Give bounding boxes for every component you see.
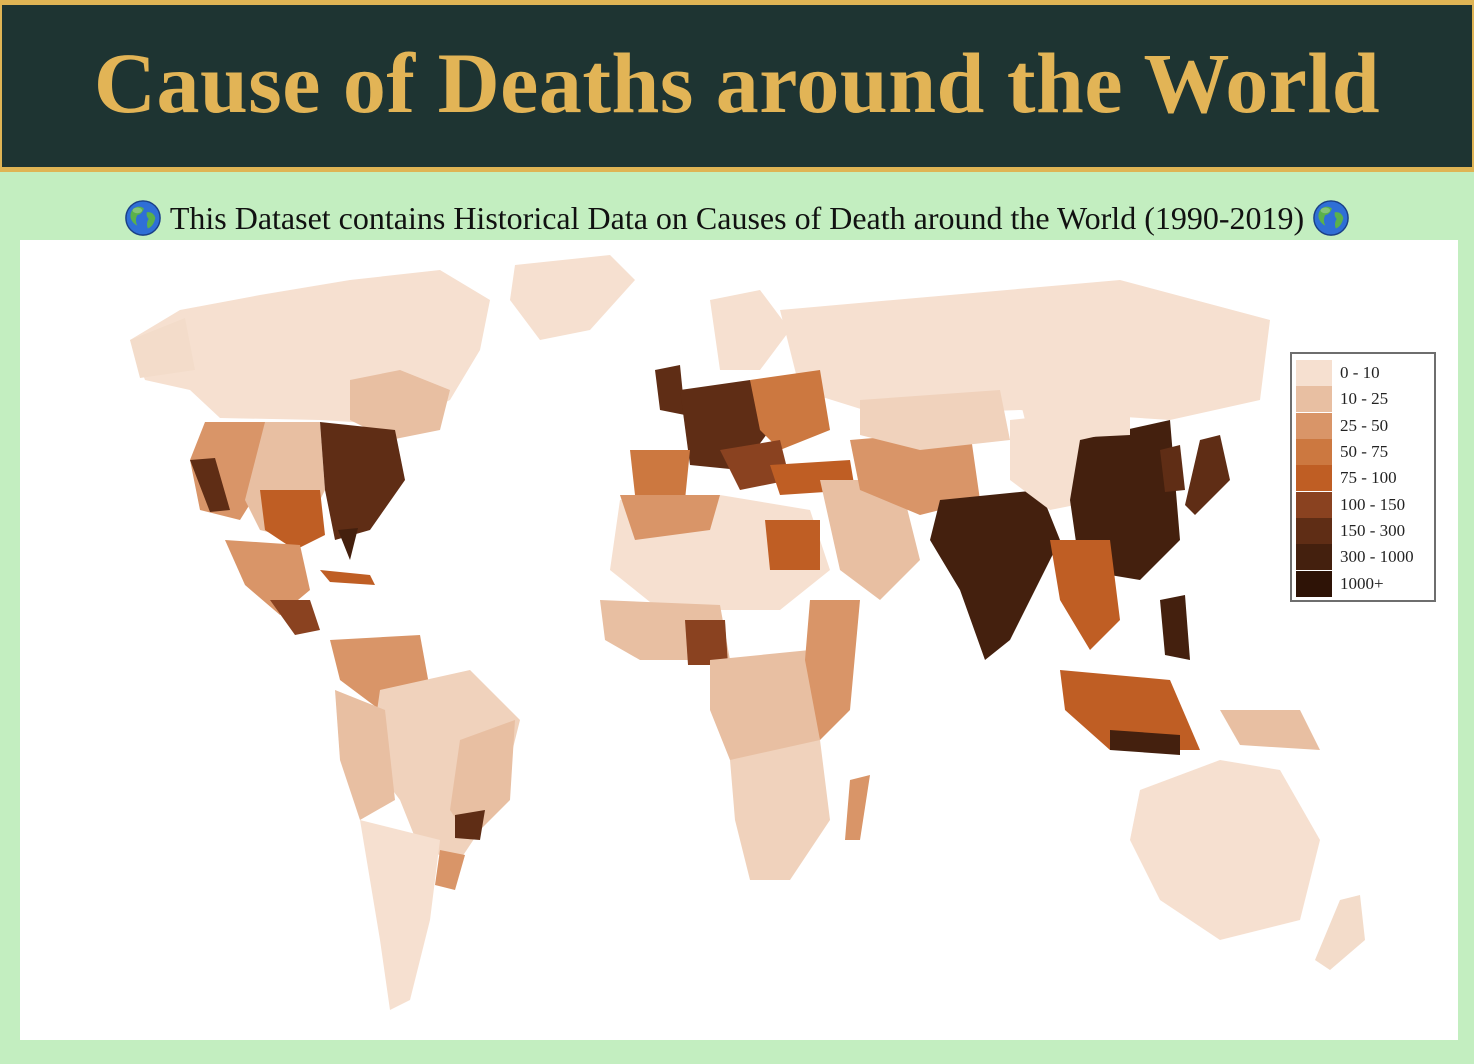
subtitle: This Dataset contains Historical Data on…	[0, 194, 1474, 242]
north-america	[130, 255, 635, 635]
legend-label: 300 - 1000	[1340, 547, 1414, 567]
mexico	[225, 540, 310, 615]
texas	[260, 490, 325, 550]
legend-swatch	[1296, 360, 1332, 387]
new-zealand	[1315, 895, 1365, 970]
arabia	[820, 480, 920, 600]
legend-item: 1000+	[1296, 570, 1430, 597]
greenland	[510, 255, 635, 340]
california	[190, 458, 230, 512]
legend-label: 75 - 100	[1340, 468, 1397, 488]
legend-swatch	[1296, 570, 1332, 597]
usa-east	[320, 422, 405, 540]
southern-africa	[730, 740, 830, 880]
legend-label: 0 - 10	[1340, 363, 1380, 383]
legend-item: 300 - 1000	[1296, 544, 1430, 571]
eastern-europe	[750, 370, 830, 450]
legend-swatch	[1296, 412, 1332, 439]
caribbean	[320, 570, 375, 585]
header-banner: Cause of Deaths around the World	[0, 0, 1474, 172]
legend-label: 10 - 25	[1340, 389, 1389, 409]
brazil-east	[450, 720, 515, 840]
scandinavia	[710, 290, 790, 370]
legend-item: 100 - 150	[1296, 491, 1430, 518]
legend-swatch	[1296, 491, 1332, 518]
eastern-canada	[350, 370, 450, 440]
kazakhstan	[860, 390, 1010, 450]
globe-icon	[1313, 200, 1349, 236]
legend-item: 75 - 100	[1296, 465, 1430, 492]
legend-item: 50 - 75	[1296, 439, 1430, 466]
legend-item: 150 - 300	[1296, 517, 1430, 544]
java	[1110, 730, 1180, 755]
morocco-algeria	[620, 495, 720, 540]
legend-item: 0 - 10	[1296, 360, 1430, 387]
legend-item: 10 - 25	[1296, 386, 1430, 413]
uruguay	[435, 850, 465, 890]
europe	[630, 280, 1270, 500]
page-title: Cause of Deaths around the World	[93, 35, 1381, 131]
korea	[1160, 445, 1185, 492]
legend-item: 25 - 50	[1296, 412, 1430, 439]
east-africa	[805, 600, 860, 740]
africa	[600, 495, 870, 880]
legend-swatch	[1296, 517, 1332, 544]
legend-swatch	[1296, 465, 1332, 492]
world-map	[130, 255, 1365, 1010]
asia	[820, 390, 1320, 755]
legend-swatch	[1296, 544, 1332, 571]
uk	[655, 365, 685, 415]
australia	[1130, 760, 1320, 940]
legend-label: 100 - 150	[1340, 494, 1406, 514]
subtitle-text: This Dataset contains Historical Data on…	[169, 199, 1305, 236]
globe-icon	[125, 200, 161, 236]
india	[930, 490, 1060, 660]
nigeria	[685, 620, 728, 665]
legend-swatch	[1296, 386, 1332, 413]
argentina-chile	[360, 820, 440, 1010]
new-guinea	[1220, 710, 1320, 750]
legend-label: 150 - 300	[1340, 520, 1406, 540]
world-map-panel: 0 - 10 10 - 25 25 - 50 50 - 75 75 - 100 …	[20, 240, 1458, 1040]
map-legend: 0 - 10 10 - 25 25 - 50 50 - 75 75 - 100 …	[1290, 352, 1436, 602]
legend-label: 1000+	[1340, 573, 1384, 593]
iran-central-asia	[850, 430, 980, 515]
sao-paulo	[455, 810, 485, 840]
iberia	[630, 450, 690, 500]
mongolia	[1020, 390, 1130, 440]
oceania	[1130, 760, 1365, 970]
legend-label: 50 - 75	[1340, 442, 1389, 462]
italy-balkans	[720, 440, 790, 490]
egypt	[765, 520, 820, 570]
alaska-region	[130, 318, 195, 378]
indonesia	[1060, 670, 1200, 750]
central-america	[270, 600, 320, 635]
south-america	[330, 635, 520, 1010]
madagascar	[845, 775, 870, 840]
peru-bolivia	[335, 690, 395, 820]
legend-label: 25 - 50	[1340, 415, 1389, 435]
southeast-asia	[1050, 540, 1120, 650]
legend-swatch	[1296, 439, 1332, 466]
florida	[338, 528, 358, 560]
philippines	[1160, 595, 1190, 660]
russia	[780, 280, 1270, 420]
japan	[1185, 435, 1230, 515]
